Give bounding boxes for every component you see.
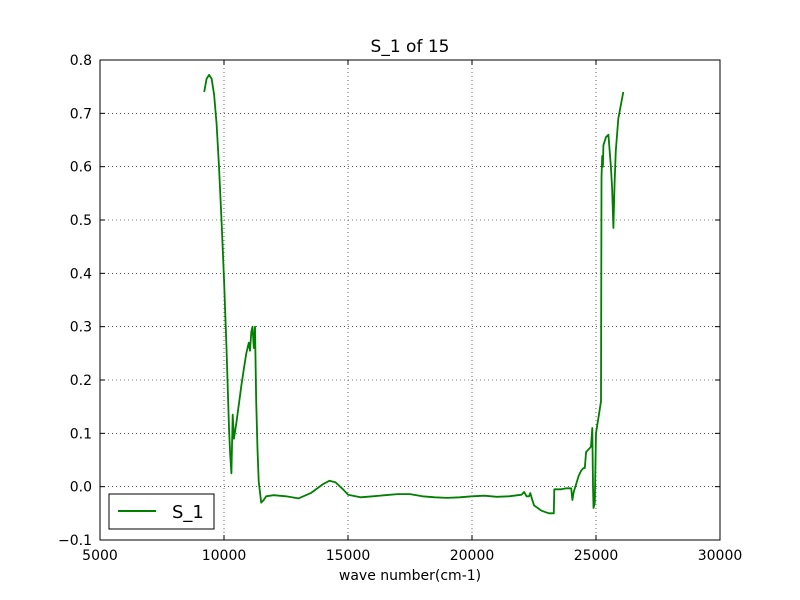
y-axis-ticks: −0.1 0.0 0.1 0.2 0.3 0.4 0.5 0.6 0.7 0.8 — [58, 53, 720, 549]
legend: S_1 — [108, 493, 215, 530]
y-tick-label: 0.5 — [70, 213, 92, 229]
y-tick-label: 0.7 — [70, 106, 92, 122]
grid-lines — [100, 60, 720, 540]
x-tick-label: 30000 — [698, 548, 743, 564]
series-layer — [203, 74, 625, 515]
x-tick-label: 15000 — [326, 548, 371, 564]
y-tick-label: 0.6 — [70, 160, 92, 176]
x-tick-label: 10000 — [202, 548, 247, 564]
x-axis-ticks: 5000 10000 15000 20000 25000 30000 — [82, 60, 742, 564]
x-tick-label: 5000 — [82, 548, 118, 564]
x-tick-label: 20000 — [450, 548, 495, 564]
y-tick-label: −0.1 — [58, 533, 92, 549]
y-tick-label: 0.4 — [70, 266, 92, 282]
series-line-s-1 — [203, 74, 625, 515]
y-tick-label: 0.0 — [70, 480, 92, 496]
chart-title: S_1 of 15 — [371, 37, 450, 57]
y-tick-label: 0.2 — [70, 373, 92, 389]
plot-area-frame — [99, 59, 721, 541]
x-tick-label: 25000 — [574, 548, 619, 564]
y-tick-label: 0.3 — [70, 320, 92, 336]
legend-label: S_1 — [172, 502, 204, 523]
y-tick-label: 0.8 — [70, 53, 92, 69]
y-tick-label: 0.1 — [70, 426, 92, 442]
x-axis-label: wave number(cm-1) — [339, 568, 481, 584]
